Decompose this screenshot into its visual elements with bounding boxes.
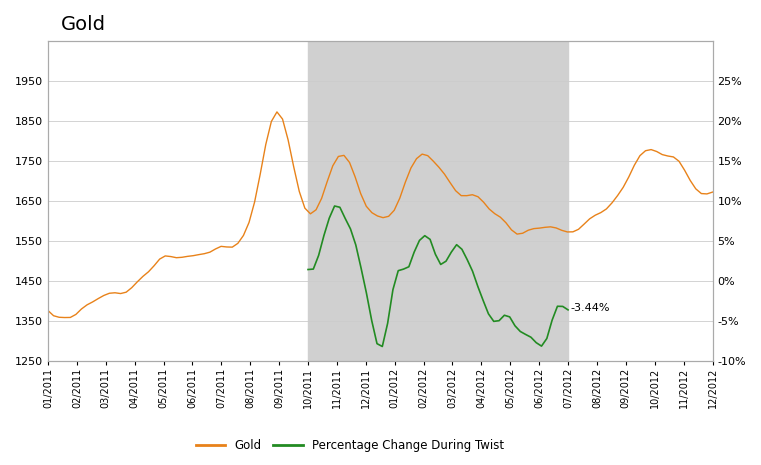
Text: Gold: Gold <box>62 15 107 34</box>
Bar <box>308 41 568 361</box>
Legend: Gold, Percentage Change During Twist: Gold, Percentage Change During Twist <box>191 434 509 457</box>
Text: -3.44%: -3.44% <box>571 303 610 313</box>
